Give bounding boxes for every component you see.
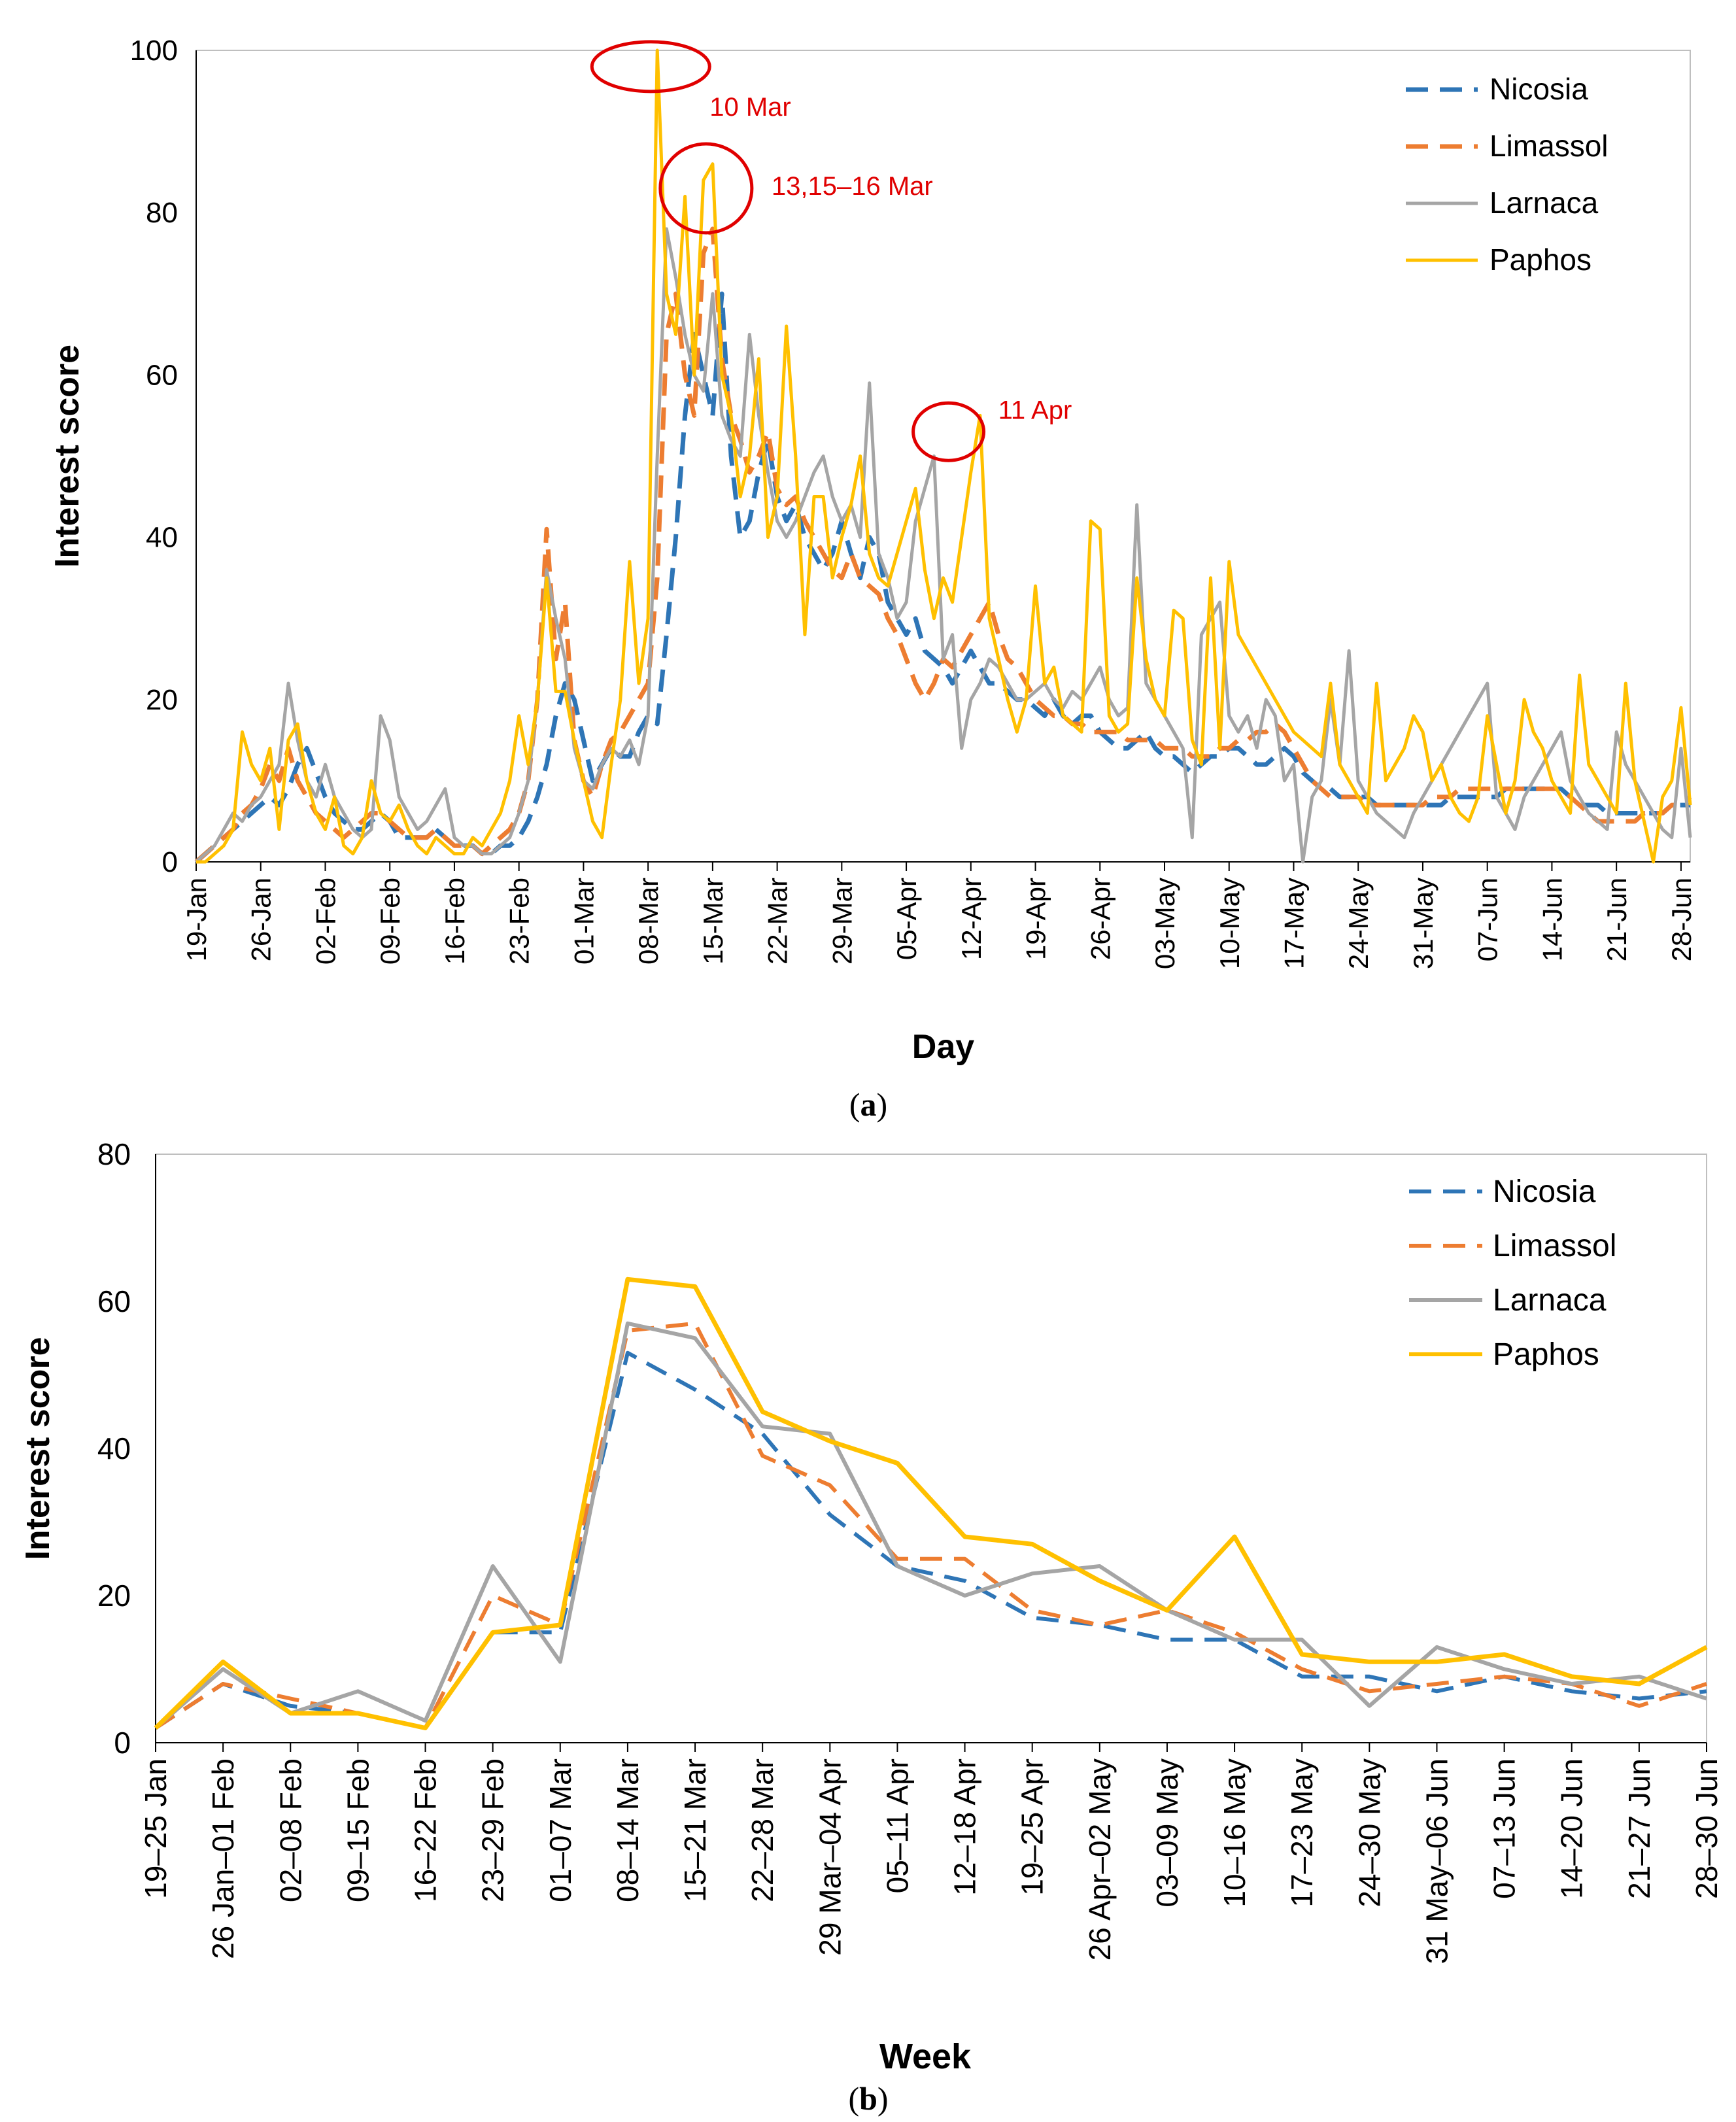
annotation-circle [590,40,711,94]
legend-label-paphos: Paphos [1493,1337,1599,1372]
y-tick-label-b: 40 [97,1431,131,1465]
x-tick-label-b: 19–25 Apr [1015,1758,1049,1896]
y-tick-label-a: 40 [146,522,178,554]
x-tick-label-a: 14-Jun [1537,878,1567,961]
x-tick-label-a: 05-Apr [891,878,922,960]
x-tick-label-b: 15–21 Mar [678,1758,712,1902]
x-tick-label-b: 26 Jan–01 Feb [206,1758,240,1959]
x-tick-label-a: 22-Mar [762,878,793,965]
series-line-paphos [196,48,1692,864]
x-tick-label-b: 24–30 May [1352,1758,1386,1908]
series-line-limassol [194,226,1692,864]
annotation-circle [911,401,986,462]
legend-label-larnaca: Larnaca [1493,1283,1607,1318]
y-tick-label-b: 20 [97,1579,131,1613]
x-axis-title-a: Day [912,1028,974,1066]
y-tick-label-a: 0 [162,846,178,878]
y-tick-label-b: 80 [97,1137,131,1171]
series-line-limassol [154,1321,1707,1730]
chart-b: 0 20 40 60 80 19–25 Jan 26 Jan–01 Feb 02–08 Feb… [19,1137,1724,2076]
y-tick-label-b: 60 [97,1284,131,1318]
series-line-larnaca [195,227,1692,864]
x-tick-label-a: 21-Jun [1601,878,1632,961]
x-tick-label-a: 19-Jan [181,878,212,961]
legend-label-larnaca: Larnaca [1489,186,1599,220]
x-axis-title-b: Week [879,2037,972,2076]
plot-area-b [155,1154,1707,1743]
x-tick-label-b: 09–15 Feb [341,1758,375,1902]
x-tick-label-a: 23-Feb [504,878,535,965]
x-tick-label-a: 07-Jun [1472,878,1503,961]
y-axis-title-a: Interest score [48,345,86,568]
x-tick-label-b: 07–13 Jun [1488,1758,1522,1899]
x-tick-label-a: 28-Jun [1666,878,1697,961]
caption-b: (b) [848,2080,889,2117]
chart-a: 0 20 40 60 80 100 19-Jan 26-Jan 02-Feb 09-Feb 16-F… [48,35,1697,1066]
x-tick-label-a: 26-Jan [246,878,277,961]
x-tick-label-a: 17-May [1278,878,1309,969]
x-tick-label-b: 12–18 Apr [948,1758,982,1896]
y-tick-label-b: 0 [114,1726,131,1760]
caption-b-letter: b [859,2080,877,2117]
x-tick-label-a: 15-Mar [698,878,728,965]
x-tick-label-b: 17–23 May [1285,1758,1319,1908]
x-tick-label-b: 03–09 May [1150,1758,1184,1908]
y-tick-label-a: 80 [146,197,178,229]
y-axis-title-b: Interest score [19,1337,57,1560]
legend-label-limassol: Limassol [1493,1229,1616,1263]
y-tick-label-a: 20 [146,684,178,716]
y-tick-label-a: 100 [130,35,178,67]
annotation-label: 10 Mar [709,93,791,122]
x-tick-label-a: 08-Mar [633,878,664,965]
x-tick-label-b: 01–07 Mar [543,1758,577,1902]
x-tick-label-b: 29 Mar–04 Apr [813,1758,847,1956]
x-tick-label-a: 26-Apr [1085,878,1115,960]
x-tick-label-b: 23–29 Feb [476,1758,510,1902]
x-tick-label-a: 12-Apr [956,878,987,960]
x-tick-label-a: 10-May [1214,878,1245,969]
x-tick-label-b: 19–25 Jan [139,1758,173,1899]
annotation-label: 13,15–16 Mar [772,172,933,201]
x-tick-label-b: 14–20 Jun [1555,1758,1589,1899]
x-tick-label-a: 01-Mar [568,878,599,965]
legend-label-paphos: Paphos [1489,243,1591,277]
x-tick-label-b: 05–11 Apr [880,1758,914,1893]
y-tick-label-a: 60 [146,359,178,391]
x-tick-label-a: 03-May [1149,878,1180,969]
legend-label-limassol: Limassol [1489,129,1608,163]
x-tick-label-a: 24-May [1343,878,1374,969]
x-tick-label-b: 31 May–06 Jun [1420,1758,1454,1964]
x-tick-label-b: 08–14 Mar [611,1758,645,1902]
x-tick-label-b: 22–28 Mar [745,1758,779,1902]
x-tick-label-b: 10–16 May [1217,1758,1251,1908]
x-tick-label-a: 16-Feb [439,878,470,965]
x-tick-label-b: 28–30 Jun [1690,1758,1724,1899]
caption-a-letter: a [860,1086,877,1123]
x-tick-label-a: 31-May [1408,878,1438,969]
series-line-paphos [154,1276,1708,1730]
x-tick-label-b: 26 Apr–02 May [1083,1758,1117,1960]
annotation-label: 11 Apr [998,396,1072,424]
series-line-larnaca [154,1321,1707,1730]
x-tick-label-a: 02-Feb [310,878,341,965]
caption-a: (a) [849,1086,888,1123]
x-tick-label-b: 16–22 Feb [409,1758,443,1902]
annotation-circle [658,142,754,235]
x-tick-label-b: 21–27 Jun [1622,1758,1656,1899]
legend-label-nicosia: Nicosia [1489,72,1588,106]
x-tick-label-b: 02–08 Feb [273,1758,307,1902]
x-tick-label-a: 19-Apr [1021,878,1051,960]
x-tick-label-a: 29-Mar [826,878,857,965]
legend-label-nicosia: Nicosia [1493,1174,1596,1209]
series-line-nicosia [154,1350,1707,1730]
plot-area-a [196,50,1691,863]
x-tick-label-a: 09-Feb [375,878,405,965]
